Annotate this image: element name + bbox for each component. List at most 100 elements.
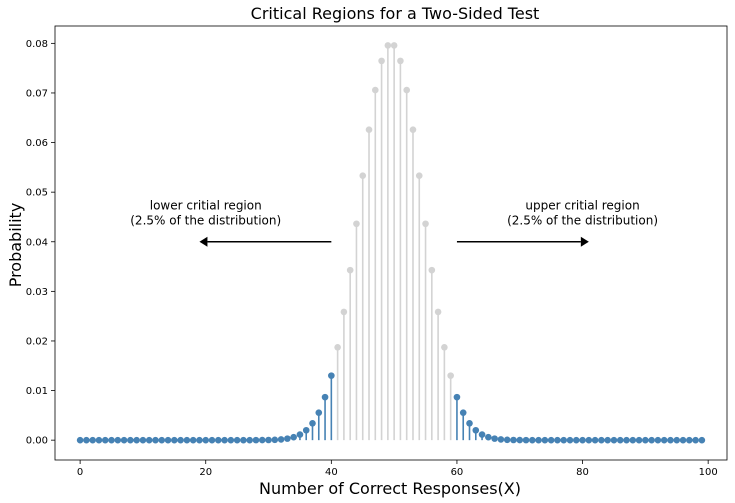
critical-point-89 (635, 436, 643, 444)
critical-point-14 (164, 436, 172, 444)
critical-point-18 (189, 436, 197, 444)
critical-point-73 (535, 436, 542, 444)
chart-title: Critical Regions for a Two-Sided Test (251, 4, 540, 23)
y-axis-title: Probability (6, 203, 25, 288)
middle-point-53 (409, 126, 417, 133)
critical-point-61 (459, 409, 467, 416)
critical-point-5 (108, 436, 115, 444)
annotations: lower critial region(2.5% of the distrib… (130, 199, 658, 247)
middle-point-59 (447, 372, 454, 379)
critical-point-16 (177, 436, 184, 444)
critical-point-9 (133, 436, 140, 444)
upper-annotation-line-2: (2.5% of the distribution) (507, 214, 658, 228)
critical-point-32 (277, 436, 285, 443)
middle-point-42 (340, 308, 348, 316)
critical-point-23 (221, 436, 228, 444)
stem-lines (211, 45, 571, 441)
lower-arrow-head (199, 236, 208, 247)
critical-point-34 (290, 433, 297, 441)
middle-point-45 (359, 172, 367, 179)
middle-point-44 (353, 220, 360, 228)
critical-point-31 (271, 436, 279, 444)
critical-point-38 (315, 409, 323, 416)
critical-point-36 (302, 426, 310, 434)
critical-point-64 (478, 431, 486, 438)
y-tick-label-6: 0.06 (26, 138, 48, 149)
lower-annotation-line-2: (2.5% of the distribution) (130, 214, 281, 228)
critical-point-68 (503, 436, 511, 444)
critical-point-19 (196, 436, 203, 444)
critical-point-4 (101, 436, 109, 444)
x-axis-title: Number of Correct Responses(X) (259, 479, 521, 498)
middle-point-51 (397, 57, 404, 65)
upper-annotation-line-1: upper critial region (525, 199, 639, 213)
x-tick-label-80: 80 (576, 467, 589, 478)
x-tick-label-20: 20 (199, 467, 212, 478)
middle-point-56 (428, 266, 436, 274)
critical-point-97 (686, 436, 693, 444)
middle-point-49 (384, 42, 392, 49)
critical-point-37 (309, 419, 316, 427)
critical-point-17 (183, 436, 191, 444)
critical-point-13 (158, 436, 166, 444)
critical-point-79 (572, 436, 580, 444)
critical-point-85 (610, 436, 618, 444)
critical-point-29 (258, 436, 266, 444)
y-axis-ticks: 0.00 0.01 0.02 0.03 0.04 0.05 0.06 0.07 0.08 (26, 39, 55, 447)
critical-point-60 (453, 393, 461, 401)
critical-point-77 (560, 436, 568, 444)
critical-point-22 (214, 436, 222, 444)
critical-point-74 (541, 436, 549, 444)
middle-point-57 (434, 308, 442, 316)
middle-point-50 (390, 42, 398, 49)
critical-point-10 (139, 436, 147, 444)
critical-point-40 (328, 372, 335, 379)
critical-point-66 (491, 435, 498, 442)
x-axis-ticks: 0 20 40 60 80 100 (77, 460, 718, 478)
y-tick-label-1: 0.01 (26, 386, 48, 397)
middle-point-41 (334, 343, 341, 351)
x-tick-label-100: 100 (699, 467, 718, 478)
critical-point-3 (95, 436, 103, 444)
critical-point-81 (585, 436, 593, 444)
middle-point-58 (441, 343, 448, 351)
middle-point-46 (365, 126, 373, 133)
critical-point-26 (240, 436, 247, 444)
critical-point-30 (265, 436, 272, 444)
y-tick-label-0: 0.00 (26, 436, 48, 447)
critical-point-98 (692, 436, 699, 444)
x-tick-label-0: 0 (77, 467, 83, 478)
critical-point-28 (252, 436, 260, 444)
middle-point-47 (371, 86, 379, 94)
upper-arrow-head (580, 236, 589, 247)
critical-point-90 (642, 436, 649, 444)
critical-point-82 (591, 436, 599, 444)
critical-point-88 (629, 436, 637, 444)
y-tick-label-3: 0.03 (26, 287, 48, 298)
middle-point-43 (346, 266, 354, 274)
critical-point-62 (466, 419, 473, 427)
lower-annotation-line-1: lower critial region (150, 199, 262, 213)
critical-point-94 (667, 436, 674, 444)
critical-point-11 (145, 436, 153, 444)
critical-point-67 (497, 436, 505, 443)
critical-point-91 (648, 436, 655, 444)
critical-point-6 (114, 436, 122, 444)
critical-point-69 (510, 436, 517, 444)
critical-point-1 (83, 436, 90, 444)
critical-point-0 (76, 436, 84, 444)
y-tick-label-4: 0.04 (26, 237, 48, 248)
critical-point-33 (284, 435, 291, 442)
y-tick-label-8: 0.08 (26, 39, 48, 50)
critical-point-21 (208, 436, 216, 444)
critical-point-8 (127, 436, 134, 444)
plot-area (54, 25, 728, 461)
y-tick-label-5: 0.05 (26, 188, 48, 199)
critical-point-25 (233, 436, 241, 444)
middle-point-54 (415, 172, 423, 179)
critical-point-15 (171, 436, 178, 444)
y-tick-label-7: 0.07 (26, 88, 48, 99)
critical-point-71 (522, 436, 530, 444)
critical-point-63 (472, 426, 480, 434)
